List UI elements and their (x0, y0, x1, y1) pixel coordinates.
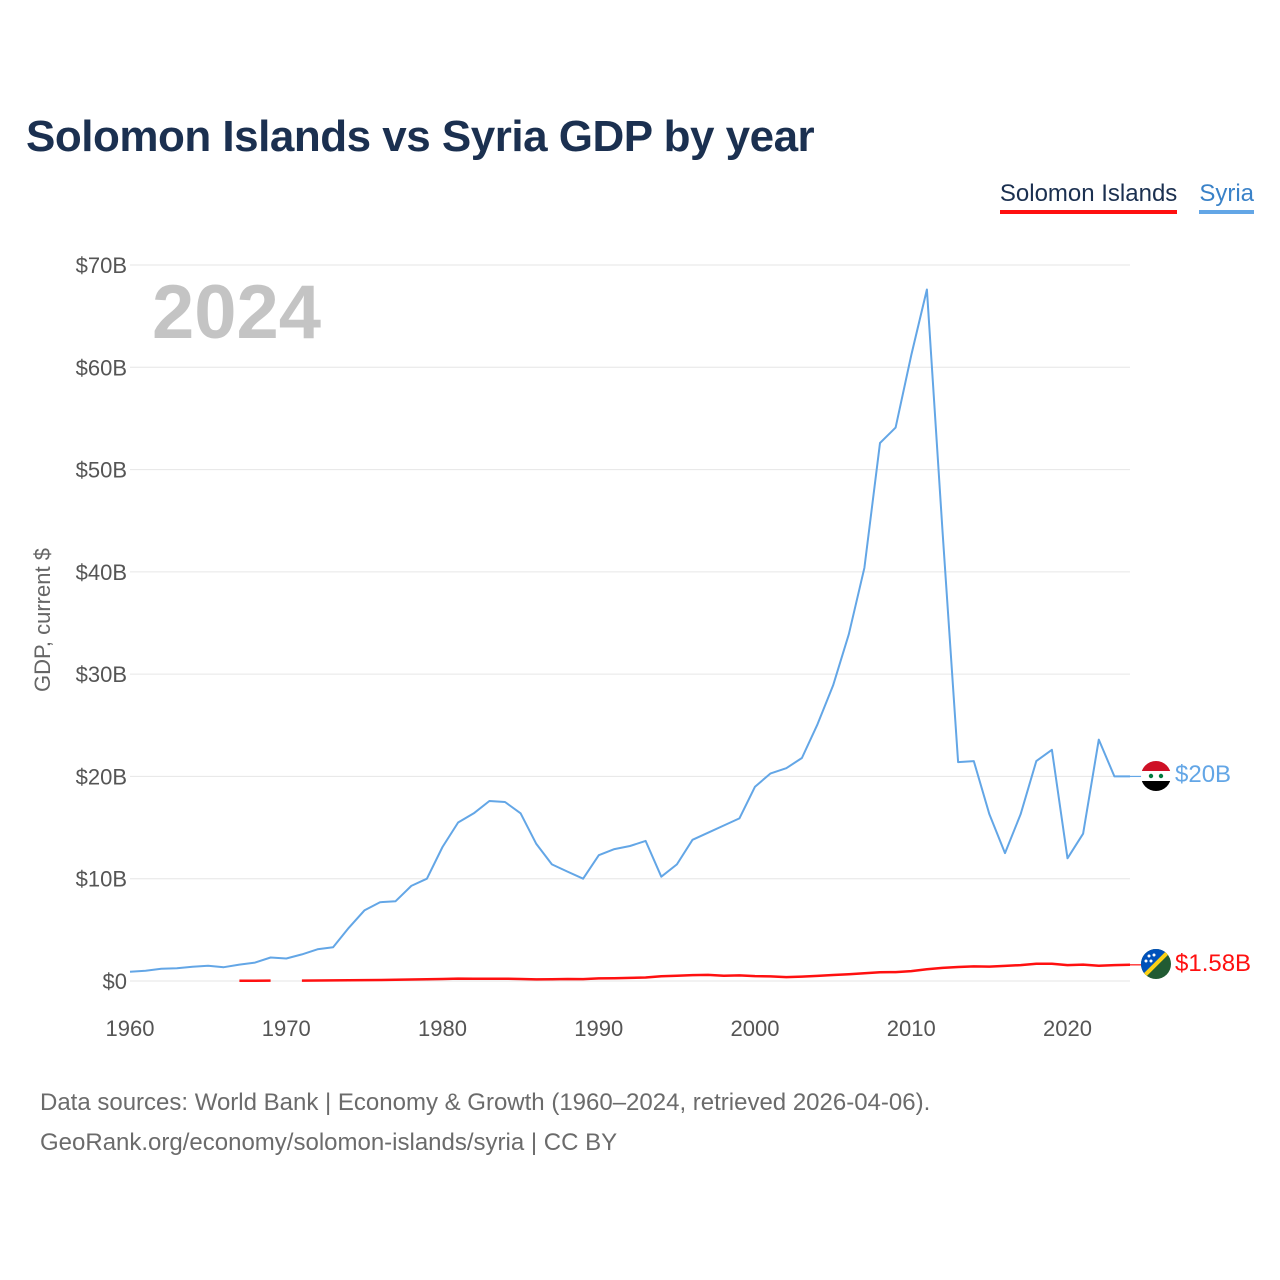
x-tick-label: 1990 (574, 1016, 623, 1041)
chart-footer: Data sources: World Bank | Economy & Gro… (40, 1083, 930, 1163)
x-tick-label: 1980 (418, 1016, 467, 1041)
x-axis-ticks: 1960 1970 1980 1990 2000 2010 2020 (106, 1016, 1092, 1041)
data-sources-text: Data sources: World Bank | Economy & Gro… (40, 1089, 931, 1116)
y-axis-ticks: $0 $10B $20B $30B $40B $50B $60B $70B (76, 253, 127, 994)
source-link-text[interactable]: GeoRank.org/economy/solomon-islands/syri… (40, 1129, 618, 1156)
legend-syria[interactable]: Syria (1199, 180, 1254, 214)
y-tick-label: $20B (76, 764, 127, 789)
solomon-islands-end-label: $1.58B (1175, 950, 1251, 977)
syria-flag-icon (1141, 761, 1171, 791)
solomon-islands-flag-icon (1141, 949, 1171, 979)
y-tick-label: $50B (76, 458, 127, 483)
syria-end-label: $20B (1175, 761, 1231, 788)
page-title: Solomon Islands vs Syria GDP by year (26, 112, 815, 161)
x-tick-label: 1970 (262, 1016, 311, 1041)
solomon-series-line (301, 962, 1131, 982)
current-year-label: 2024 (152, 270, 321, 355)
syria-series-line (129, 288, 1130, 973)
y-tick-label: $10B (76, 867, 127, 892)
gdp-line-chart: $0$10B$20B$30B$40B$50B$60B$70B 1960 1970 1… (30, 253, 1251, 1041)
grid-lines (130, 264, 1130, 982)
y-tick-label: $70B (76, 253, 127, 278)
x-tick-label: 1960 (106, 1016, 155, 1041)
y-tick-label: $30B (76, 662, 127, 687)
chart-legend: Solomon Islands Syria (999, 180, 1254, 214)
y-tick-label: $40B (76, 560, 127, 585)
end-markers: $20B $1.58B (1141, 761, 1251, 979)
y-tick-label: $0 (103, 969, 127, 994)
x-tick-label: 2010 (887, 1016, 936, 1041)
y-tick-label: $60B (76, 355, 127, 380)
x-tick-label: 2000 (731, 1016, 780, 1041)
series-lines (129, 288, 1142, 982)
x-tick-label: 2020 (1043, 1016, 1092, 1041)
legend-solomon-islands[interactable]: Solomon Islands (999, 180, 1178, 214)
y-axis-label: GDP, current $ (30, 548, 55, 692)
